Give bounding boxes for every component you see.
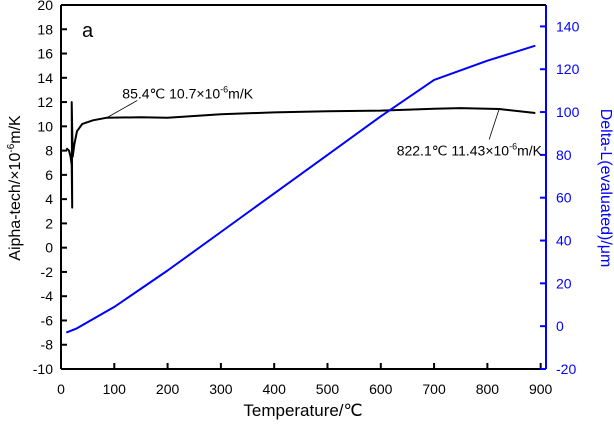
x-tick-label: 700 (422, 381, 446, 397)
y-left-tick-label: 12 (37, 94, 53, 110)
y-right-tick-label: -20 (556, 361, 576, 377)
annotation-leader-line (488, 108, 500, 140)
panel-label: a (82, 20, 94, 42)
y-label-main: Aipha-tech/×10 (7, 153, 24, 261)
y-left-tick-label: 4 (45, 191, 53, 207)
x-tick-label: 500 (316, 381, 340, 397)
y-right-tick-label: 140 (556, 18, 580, 34)
y-left-tick-label: -10 (33, 361, 53, 377)
x-tick-label: 0 (57, 381, 65, 397)
x-axis-label: Temperature/℃ (243, 401, 362, 420)
y-left-tick-label: 16 (37, 46, 53, 62)
annotation-sup: -6 (220, 84, 228, 94)
annotation-part: 85.4℃ 10.7×10 (122, 85, 220, 101)
delta-l-line (65, 44, 536, 334)
y-label-tail: m/K (7, 115, 24, 144)
y-left-tick-label: 14 (37, 70, 53, 86)
annotation-part: m/K (228, 85, 254, 101)
y-left-tick-label: 6 (45, 167, 53, 183)
annotation-part: 822.1℃ 11.43×10 (397, 142, 510, 158)
annotation-text: 85.4℃ 10.7×10-6m/K (122, 84, 253, 101)
x-tick-label: 600 (369, 381, 393, 397)
y-axis-label-right: Delta-L(evaluated)/μm (597, 109, 614, 268)
x-tick-label: 900 (529, 381, 553, 397)
x-tick-label: 100 (103, 381, 127, 397)
alpha-tech-line (65, 101, 536, 209)
x-tick-label: 300 (209, 381, 233, 397)
y-right-tick-label: 20 (556, 275, 572, 291)
y-left-tick-label: 0 (45, 240, 53, 256)
y-left-tick-label: 10 (37, 118, 53, 134)
x-tick-label: 800 (476, 381, 500, 397)
y-label-sup: -6 (6, 143, 17, 152)
annotation-part: m/K (517, 142, 543, 158)
annotation-leader-line (106, 100, 138, 119)
y-right-tick-label: 120 (556, 61, 580, 77)
annotation-sup: -6 (509, 141, 517, 151)
y-left-tick-label: 20 (37, 0, 53, 13)
x-tick-label: 200 (156, 381, 180, 397)
y-left-tick-label: 8 (45, 143, 53, 159)
y-left-tick-label: -8 (41, 337, 54, 353)
y-right-tick-label: 0 (556, 318, 564, 334)
y-right-tick-label: 60 (556, 190, 572, 206)
y-left-tick-label: -6 (41, 312, 54, 328)
y-axis-label-left: Aipha-tech/×10-6m/K (6, 115, 24, 261)
y-right-tick-label: 80 (556, 147, 572, 163)
y-left-tick-label: 2 (45, 215, 53, 231)
x-tick-label: 400 (263, 381, 287, 397)
y-left-tick-label: 18 (37, 21, 53, 37)
annotation-text: 822.1℃ 11.43×10-6m/K (397, 141, 543, 158)
y-right-tick-label: 40 (556, 233, 572, 249)
y-left-tick-label: -4 (41, 288, 54, 304)
y-right-tick-label: 100 (556, 104, 580, 120)
y-left-tick-label: -2 (41, 264, 54, 280)
